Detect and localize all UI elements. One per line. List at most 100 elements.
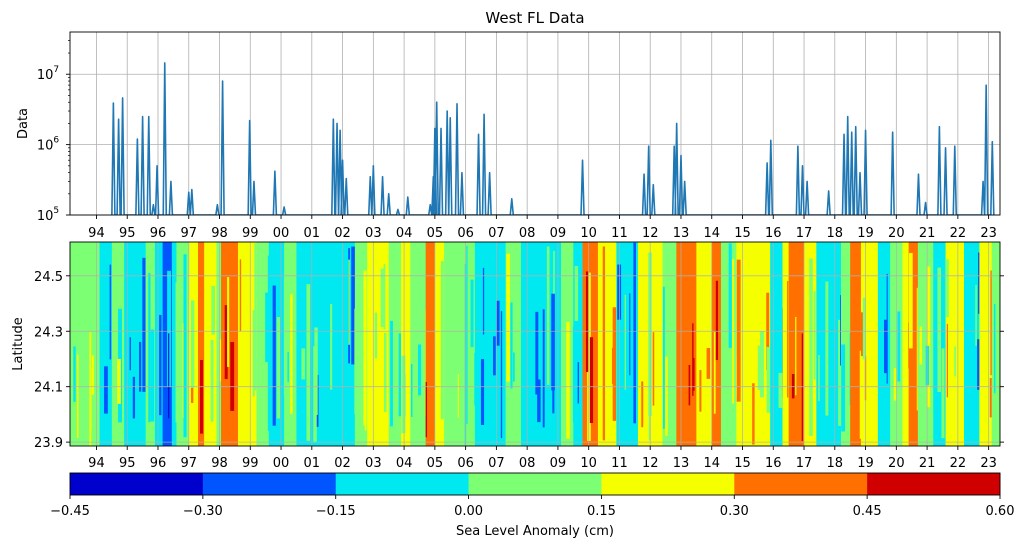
- heatmap-streak: [200, 360, 203, 434]
- heatmap-streak: [863, 298, 866, 359]
- heatmap-streak: [159, 315, 161, 415]
- heatmap-streak: [497, 301, 500, 346]
- top-x-tick-label: 23: [980, 226, 997, 241]
- heatmap-streak: [920, 327, 922, 365]
- top-x-tick-label: 13: [673, 226, 690, 241]
- heatmap-streak: [737, 260, 741, 402]
- heatmap-streak: [716, 281, 718, 360]
- colorbar-tick-label: −0.15: [316, 504, 356, 519]
- heatmap-streak: [390, 321, 393, 426]
- top-x-tick-label: 01: [304, 226, 321, 241]
- heatmap-cell: [410, 242, 426, 446]
- bottom-x-tick-label: 20: [888, 456, 905, 471]
- bottom-x-tick-label: 10: [580, 456, 597, 471]
- heatmap-cell: [296, 242, 355, 446]
- heatmap-streak: [792, 374, 795, 398]
- colorbar-swatch: [203, 473, 336, 495]
- top-y-tick-label: 107: [37, 65, 59, 83]
- bottom-y-tick-label: 23.9: [34, 436, 63, 451]
- colorbar-tick-label: 0.30: [720, 504, 749, 519]
- bottom-x-tick-label: 96: [150, 456, 167, 471]
- heatmap-streak: [689, 365, 691, 405]
- top-x-tick-label: 12: [642, 226, 659, 241]
- heatmap-streak: [381, 269, 385, 327]
- top-x-tick-label: 15: [734, 226, 751, 241]
- top-x-tick-label: 99: [242, 226, 259, 241]
- colorbar-swatch: [734, 473, 867, 495]
- top-x-tick-label: 10: [580, 226, 597, 241]
- heatmap-streak: [884, 320, 887, 373]
- heatmap-cell: [204, 242, 217, 446]
- figure-title: West FL Data: [485, 9, 584, 27]
- bottom-x-tick-label: 05: [427, 456, 444, 471]
- heatmap-streak: [818, 355, 819, 401]
- top-x-tick-label: 96: [150, 226, 167, 241]
- heatmap-streak: [543, 309, 545, 427]
- heatmap-streak: [994, 304, 995, 393]
- heatmap-streak: [130, 337, 131, 370]
- bottom-x-tick-label: 17: [796, 456, 813, 471]
- heatmap-streak: [301, 348, 305, 379]
- heatmap-streak: [566, 322, 569, 439]
- heatmap-streak: [273, 286, 276, 426]
- heatmap-streak: [578, 362, 579, 403]
- top-y-tick-label: 106: [37, 136, 60, 154]
- heatmap-streak: [692, 323, 693, 396]
- colorbar-tick-label: 0.60: [986, 504, 1015, 519]
- heatmap-streak: [977, 339, 979, 390]
- bottom-x-tick-label: 07: [488, 456, 505, 471]
- heatmap-streak: [613, 307, 616, 421]
- heatmap-streak: [975, 285, 977, 346]
- heatmap-streak: [633, 243, 636, 424]
- top-x-tick-label: 03: [365, 226, 382, 241]
- bottom-x-tick-label: 03: [365, 456, 382, 471]
- bottom-x-tick-label: 01: [304, 456, 321, 471]
- top-x-tick-label: 19: [857, 226, 874, 241]
- bottom-y-tick-label: 24.5: [34, 270, 63, 285]
- heatmap-streak: [363, 270, 366, 425]
- heatmap-streak: [917, 288, 918, 411]
- bottom-x-tick-label: 95: [119, 456, 136, 471]
- heatmap-cell: [992, 242, 1001, 446]
- top-x-tick-label: 00: [273, 226, 290, 241]
- heatmap-streak: [191, 300, 194, 388]
- heatmap-streak: [537, 379, 540, 422]
- heatmap-streak: [729, 243, 732, 348]
- heatmap-streak: [139, 342, 141, 392]
- heatmap-streak: [767, 347, 771, 413]
- bottom-x-tick-label: 15: [734, 456, 751, 471]
- top-x-tick-label: 95: [119, 226, 136, 241]
- bottom-x-tick-label: 99: [242, 456, 259, 471]
- bottom-x-tick-label: 98: [211, 456, 228, 471]
- heatmap-streak: [501, 311, 502, 438]
- top-y-tick-label: 105: [37, 206, 59, 224]
- bottom-y-axis-title: Latitude: [11, 317, 26, 371]
- heatmap-streak: [306, 284, 310, 441]
- top-y-tick-exponent: 7: [53, 65, 59, 75]
- heatmap-streak: [466, 246, 467, 424]
- heatmap-streak: [946, 259, 949, 317]
- heatmap-streak: [937, 268, 941, 392]
- bottom-y-tick-label: 24.3: [34, 325, 63, 340]
- bottom-x-tick-label: 16: [765, 456, 782, 471]
- colorbar-swatch: [336, 473, 469, 495]
- heatmap-streak: [802, 333, 803, 441]
- heatmap-streak: [117, 359, 121, 404]
- heatmap-streak: [778, 373, 782, 408]
- heatmap-streak: [211, 286, 215, 335]
- heatmap-streak: [92, 355, 94, 394]
- top-x-tick-label: 17: [796, 226, 813, 241]
- heatmap-streak: [441, 371, 443, 418]
- heatmap-cell: [902, 242, 909, 446]
- heatmap-cell: [269, 242, 285, 446]
- heatmap-streak: [513, 353, 515, 382]
- top-y-tick-exponent: 5: [53, 206, 59, 216]
- heatmap-streak: [897, 311, 900, 381]
- heatmap-streak: [699, 370, 701, 412]
- heatmap-streak: [590, 337, 593, 423]
- heatmap-streak: [348, 260, 350, 345]
- bottom-y-tick-label: 24.1: [34, 381, 63, 396]
